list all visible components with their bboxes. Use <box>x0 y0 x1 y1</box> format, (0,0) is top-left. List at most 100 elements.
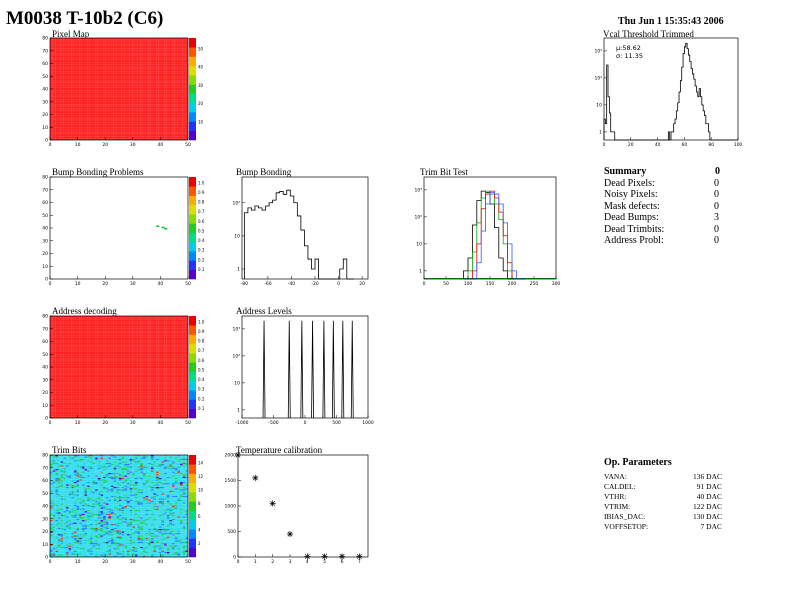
heatmap-cell <box>52 39 56 41</box>
heatmap-cell <box>76 411 80 413</box>
heatmap-cell <box>84 46 88 49</box>
heatmap-cell <box>55 60 59 63</box>
heatmap-cell <box>50 57 53 59</box>
heatmap-cell <box>124 119 128 121</box>
heatmap-cell <box>111 131 114 133</box>
heatmap-cell <box>180 45 183 47</box>
heatmap-cell <box>50 101 53 104</box>
heatmap-cell <box>182 412 186 415</box>
heatmap-cell <box>132 60 135 63</box>
heatmap-cell <box>89 414 93 416</box>
heatmap-cell <box>132 83 135 86</box>
heatmap-cell <box>79 407 82 410</box>
heatmap-cell <box>92 406 96 408</box>
heatmap-cell <box>121 415 125 417</box>
heatmap-cell <box>119 39 122 41</box>
heatmap-cell <box>100 50 104 53</box>
heatmap-cell <box>166 90 170 92</box>
heatmap-cell <box>174 129 178 132</box>
heatmap-cell <box>97 95 101 97</box>
heatmap-cell <box>100 81 104 83</box>
heatmap-cell <box>116 125 120 128</box>
heatmap-cell <box>92 48 96 50</box>
heatmap-cell <box>172 72 175 74</box>
heatmap-cell <box>60 40 64 42</box>
heatmap-cell <box>182 120 186 123</box>
heatmap-cell <box>87 118 90 120</box>
heatmap-cell <box>174 58 178 60</box>
heatmap-cell <box>116 44 120 46</box>
heatmap-cell <box>116 134 120 137</box>
heatmap-cell <box>65 48 69 50</box>
heatmap-cell <box>63 124 66 127</box>
heatmap-cell <box>97 125 101 128</box>
heatmap-cell <box>50 99 53 101</box>
heatmap-cell <box>164 77 167 79</box>
heatmap-cell <box>68 100 72 102</box>
heatmap-cell <box>185 94 189 96</box>
heatmap-cell <box>65 52 69 54</box>
heatmap-cell <box>68 124 72 127</box>
heatmap-cell <box>76 406 80 408</box>
heatmap-cell <box>116 50 120 53</box>
heatmap-cell <box>134 115 138 118</box>
heatmap-cell <box>185 114 189 116</box>
heatmap-cell <box>103 105 106 107</box>
heatmap-cell <box>166 123 170 125</box>
heatmap-cell <box>105 97 109 100</box>
heatmap-cell <box>166 137 170 139</box>
heatmap-cell <box>156 59 159 61</box>
heatmap-cell <box>153 132 157 134</box>
heatmap-cell <box>182 85 186 87</box>
heatmap-cell <box>81 137 85 139</box>
heatmap-cell <box>153 49 157 51</box>
heatmap-cell <box>116 66 120 68</box>
heatmap-cell <box>166 406 170 408</box>
heatmap-cell <box>95 407 98 410</box>
heatmap-cell <box>68 38 72 40</box>
heatmap-cell <box>142 120 146 123</box>
heatmap-cell <box>63 108 66 110</box>
heatmap-cell <box>71 123 74 125</box>
heatmap-cell <box>50 412 53 415</box>
heatmap-cell <box>119 138 122 141</box>
heatmap-cell <box>111 133 114 135</box>
heatmap-cell <box>172 54 175 56</box>
heatmap-cell <box>124 123 128 125</box>
heatmap-cell <box>121 100 125 102</box>
heatmap-cell <box>84 53 88 55</box>
heatmap-cell <box>145 80 149 82</box>
heatmap-cell <box>95 82 98 84</box>
heatmap-cell <box>50 63 53 65</box>
heatmap-cell <box>177 123 181 125</box>
heatmap-cell <box>105 89 109 91</box>
heatmap-cell <box>97 134 101 137</box>
heatmap-cell <box>121 87 125 90</box>
heatmap-cell <box>73 99 77 101</box>
heatmap-cell <box>129 76 133 78</box>
heatmap-cell <box>81 131 85 133</box>
heatmap-cell <box>119 410 122 412</box>
heatmap-cell <box>142 71 146 73</box>
heatmap-cell <box>148 407 151 410</box>
heatmap-cell <box>50 44 53 46</box>
heatmap-cell <box>100 110 104 112</box>
heatmap-cell <box>129 124 133 127</box>
heatmap-cell <box>134 117 138 119</box>
heatmap-cell <box>121 86 125 88</box>
heatmap-cell <box>79 100 82 102</box>
heatmap-cell <box>89 58 93 60</box>
heatmap-cell <box>81 412 85 415</box>
heatmap-cell <box>103 66 106 68</box>
heatmap-cell <box>63 85 66 87</box>
heatmap-cell <box>140 44 143 46</box>
heatmap-cell <box>97 96 101 98</box>
x-tick-label: 10 <box>75 142 81 148</box>
heatmap-cell <box>164 402 167 405</box>
heatmap-cell <box>140 127 143 129</box>
heatmap-cell <box>108 64 112 67</box>
heatmap-cell <box>177 115 181 118</box>
heatmap-cell <box>84 54 88 56</box>
heatmap-cell <box>132 103 135 105</box>
